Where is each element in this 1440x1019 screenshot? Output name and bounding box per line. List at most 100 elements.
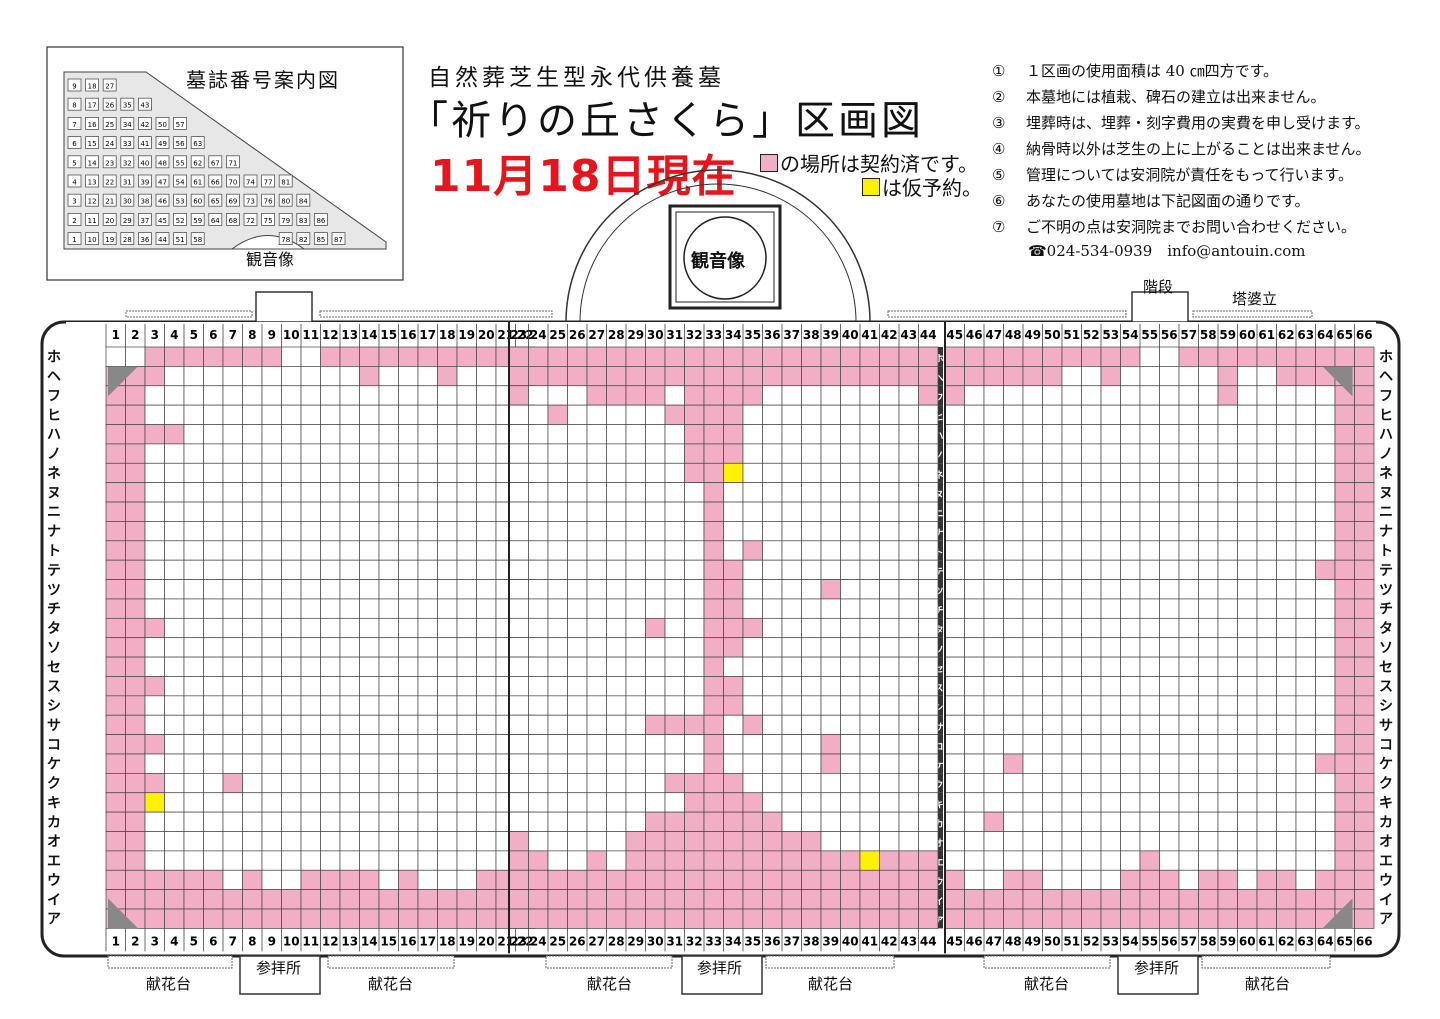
plot-cell	[1256, 501, 1277, 522]
plot-cell	[508, 676, 529, 697]
plot-cell	[964, 676, 985, 697]
plot-cell-contracted	[320, 889, 341, 910]
plot-cell	[1159, 424, 1180, 445]
plot-cell	[1061, 598, 1082, 619]
plot-cell	[456, 424, 477, 445]
plot-cell	[1081, 598, 1102, 619]
plot-cell-contracted	[1081, 346, 1102, 367]
plot-cell	[983, 579, 1004, 600]
plot-cell	[1022, 753, 1043, 774]
plot-cell	[261, 366, 282, 387]
plot-cell	[964, 773, 985, 794]
row-label: ク	[934, 780, 943, 791]
plot-cell	[645, 734, 666, 755]
plot-cell	[664, 482, 685, 503]
guide-cell	[85, 193, 99, 207]
plot-cell-contracted	[1354, 714, 1375, 735]
plot-cell	[840, 443, 861, 464]
plot-cell-contracted	[684, 424, 705, 445]
column-number: 46	[966, 328, 983, 342]
plot-cell-contracted	[1354, 366, 1375, 387]
plot-cell	[1217, 501, 1238, 522]
row-label: チ	[934, 606, 943, 617]
plot-cell	[508, 559, 529, 580]
plot-cell	[261, 850, 282, 871]
plot-cell	[898, 443, 919, 464]
plot-cell	[1100, 462, 1121, 484]
plot-cell	[1003, 617, 1024, 639]
plot-cell	[625, 656, 646, 677]
plot-cell-contracted	[105, 501, 126, 522]
plot-cell	[1295, 404, 1316, 425]
plot-cell	[1159, 753, 1180, 774]
plot-cell-contracted	[144, 869, 165, 890]
plot-cell-contracted	[105, 637, 126, 658]
plot-cell	[983, 482, 1004, 503]
plot-cell	[820, 462, 841, 484]
plot-cell	[417, 869, 438, 890]
plot-cell	[222, 501, 243, 522]
plot-cell-contracted	[762, 889, 783, 910]
worship-label-right: 参拝所	[1134, 959, 1180, 977]
plot-cell	[378, 521, 399, 542]
guide-cell-number: 64	[211, 217, 220, 225]
column-number: 26	[569, 934, 586, 948]
plot-cell-contracted	[918, 346, 939, 367]
plot-cell	[1178, 540, 1199, 561]
plot-cell	[164, 559, 185, 580]
plot-cell	[840, 579, 861, 600]
plot-cell-contracted	[359, 889, 380, 910]
plot-cell	[684, 521, 705, 542]
plot-cell-contracted	[801, 366, 822, 387]
guide-cell	[102, 212, 117, 226]
guide-cell-number: 78	[281, 236, 290, 244]
plot-cell	[508, 521, 529, 542]
column-number: 34	[725, 328, 742, 342]
plot-cell	[1237, 482, 1258, 503]
plot-cell-contracted	[723, 869, 744, 890]
plot-cell	[1178, 404, 1199, 425]
plot-cell	[1139, 773, 1160, 794]
plot-cell	[281, 734, 302, 755]
plot-cell	[645, 656, 666, 677]
plot-cell	[1139, 579, 1160, 600]
plot-cell	[437, 404, 458, 425]
plot-cell	[222, 579, 243, 600]
row-divider-label-bg	[935, 424, 943, 444]
column-number: 51	[1063, 328, 1080, 342]
plot-cell	[964, 598, 985, 619]
plot-cell	[944, 443, 965, 464]
row-label: ホ	[47, 350, 61, 366]
plot-cell-contracted	[547, 346, 568, 367]
plot-cell	[1139, 676, 1160, 697]
plot-cell	[1139, 656, 1160, 677]
plot-cell	[1022, 714, 1043, 735]
plot-cell	[1237, 656, 1258, 677]
plot-cell	[879, 598, 900, 619]
row-label: オ	[47, 834, 61, 850]
plot-cell	[1295, 540, 1316, 561]
plot-cell	[664, 734, 685, 755]
plot-cell	[222, 850, 243, 871]
plot-cell-contracted	[320, 908, 341, 929]
plot-cell	[1198, 366, 1219, 387]
plot-cell	[183, 579, 204, 600]
plot-cell	[762, 385, 783, 406]
plot-cell	[840, 521, 861, 542]
plot-cell	[1159, 850, 1180, 871]
guide-cell-number: 35	[123, 102, 132, 110]
guide-cell-number: 7	[72, 121, 76, 129]
plot-cell	[918, 579, 939, 600]
plot-cell	[164, 443, 185, 464]
plot-cell-contracted	[105, 850, 126, 871]
plot-cell	[944, 482, 965, 503]
guide-cell-number: 31	[123, 179, 132, 187]
legend-provisional: は仮予約。	[862, 172, 982, 201]
plot-cell	[625, 617, 646, 639]
plot-cell-contracted	[983, 366, 1004, 387]
plot-cell	[378, 656, 399, 677]
row-label: テ	[1379, 563, 1393, 579]
plot-cell	[781, 656, 802, 677]
plot-cell	[1217, 540, 1238, 561]
plot-cell	[944, 637, 965, 658]
